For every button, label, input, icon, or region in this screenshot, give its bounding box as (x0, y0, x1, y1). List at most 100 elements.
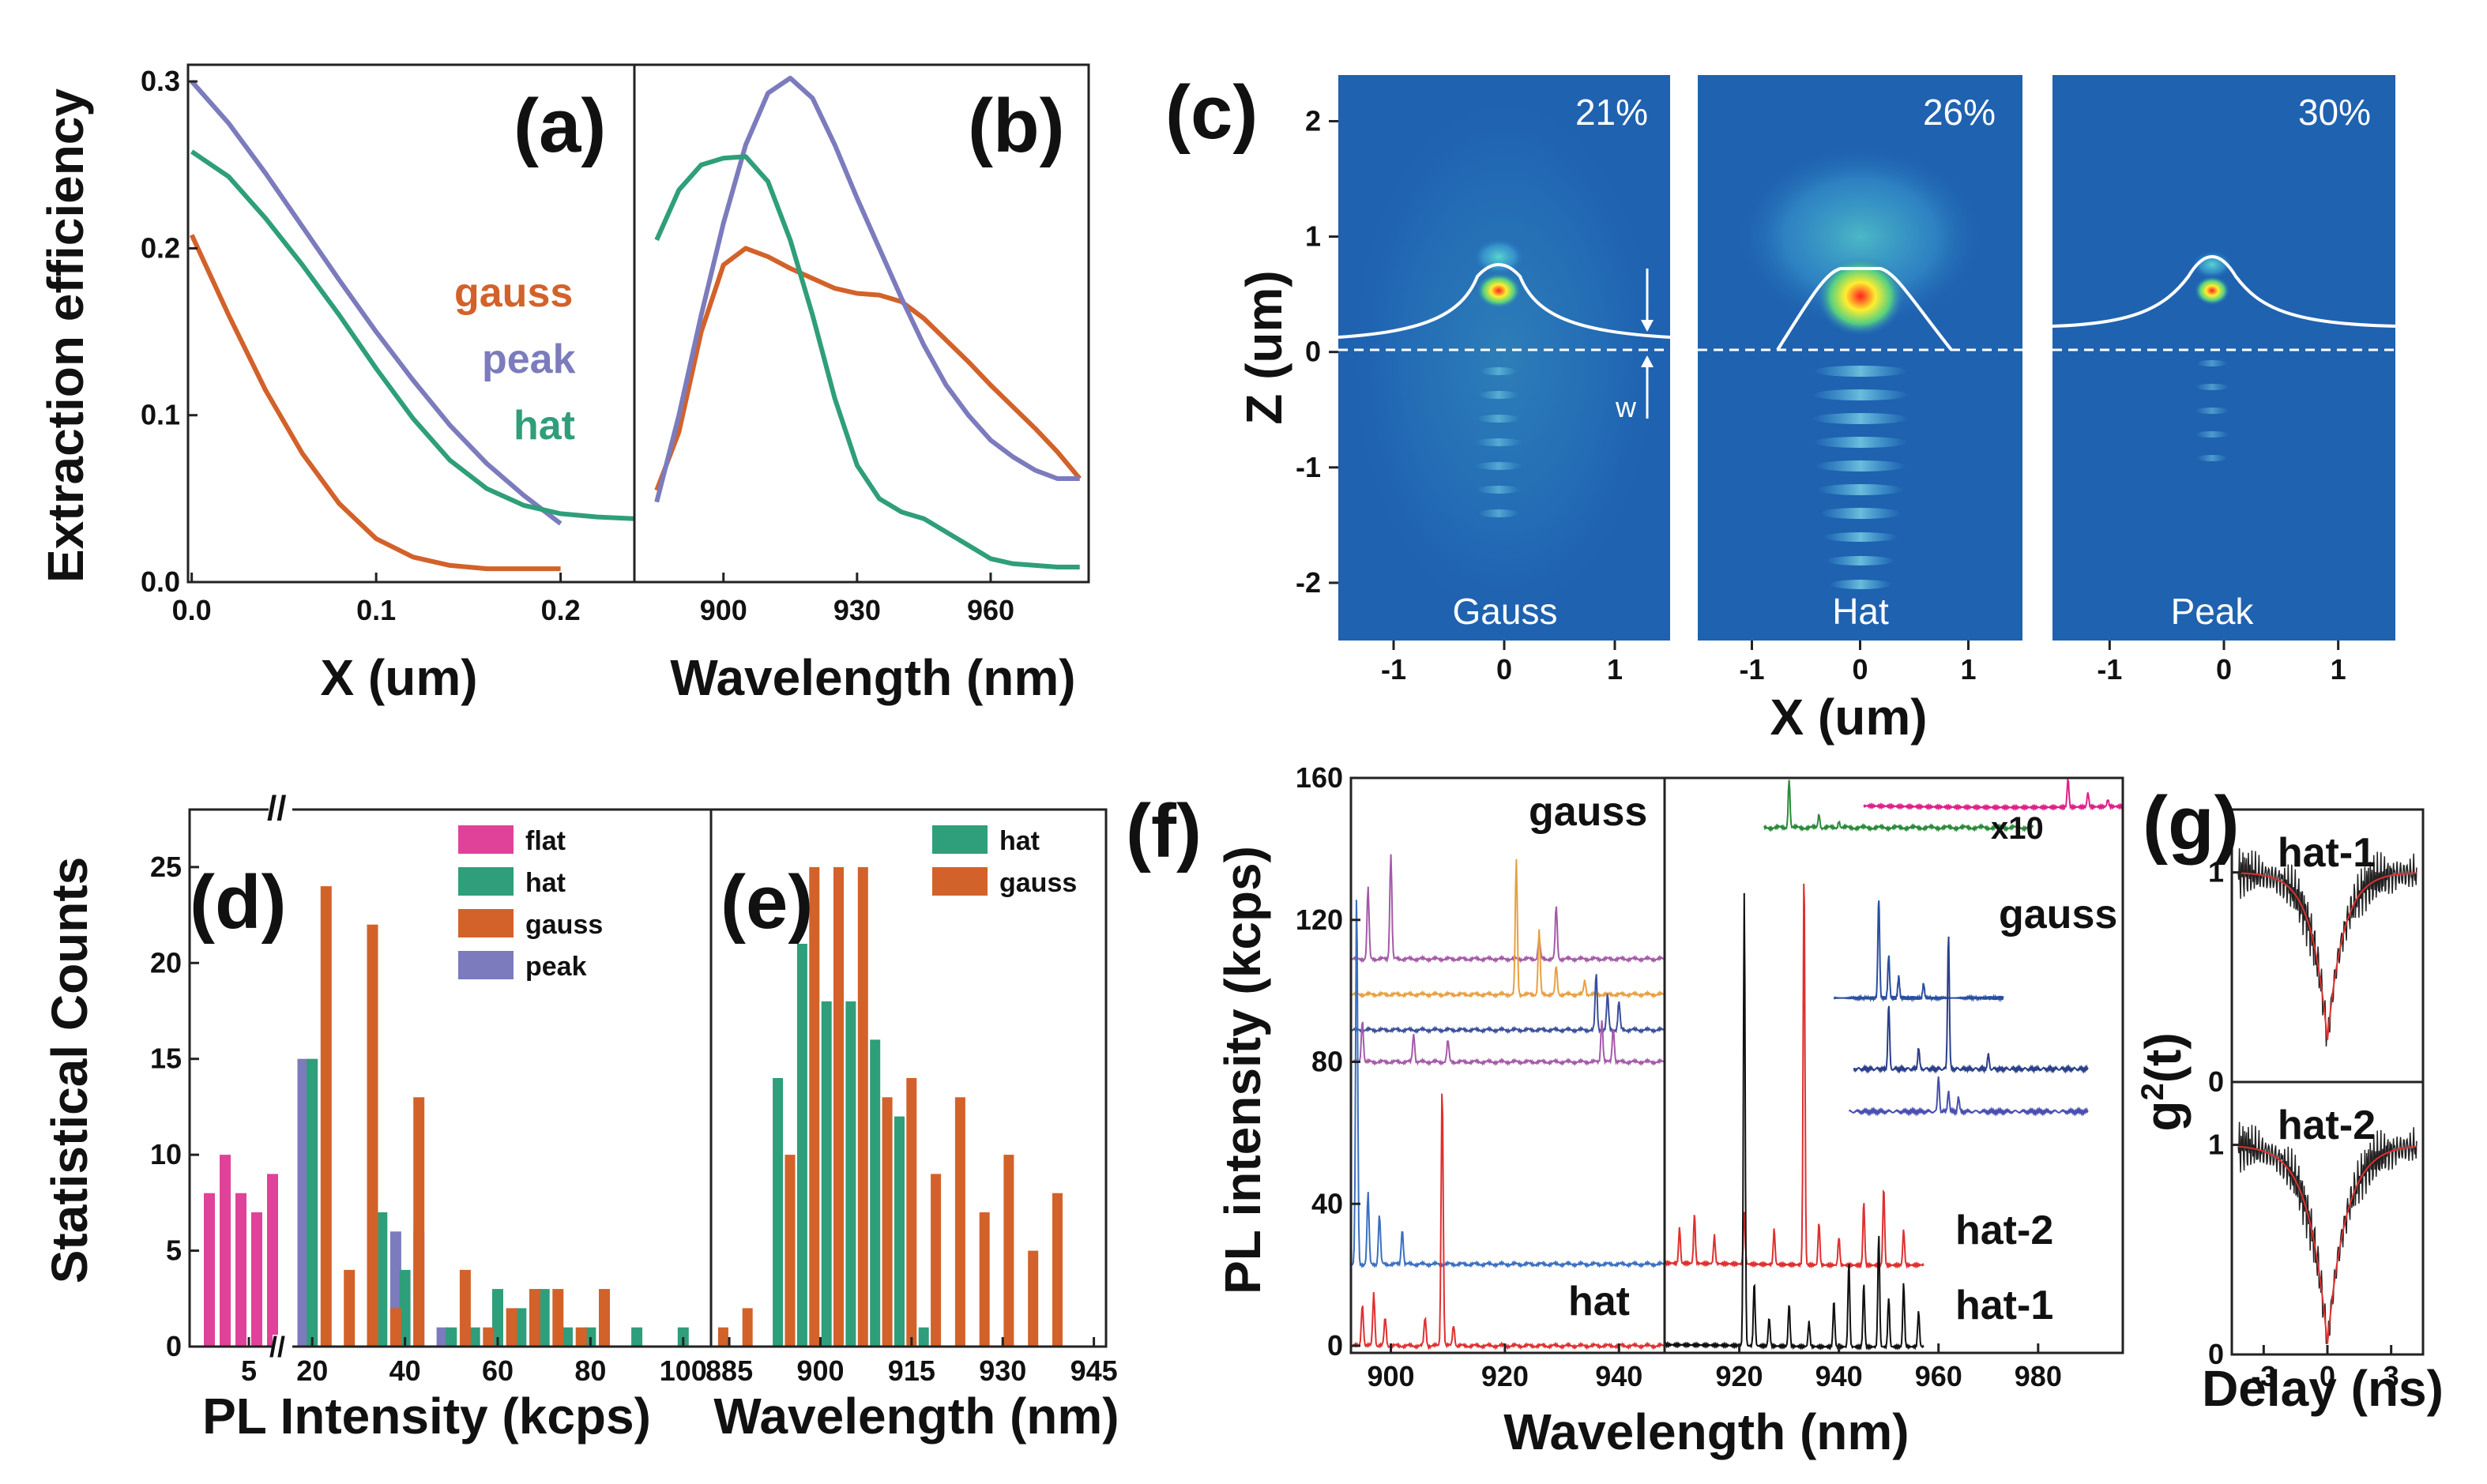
bar-e-gauss (857, 866, 868, 1347)
legend-gauss-e-swatch (932, 867, 988, 896)
map-gauss-hotspot (1477, 273, 1521, 308)
panel-a-ylabel: Extraction efficiency (37, 88, 94, 583)
bar-d-flat (251, 1212, 262, 1347)
map-peak-profile (2052, 255, 2396, 328)
axis-break-top: // (267, 789, 286, 828)
label-hat-2: hat-2 (1955, 1208, 2053, 1253)
map-hat-profile (1776, 267, 1953, 351)
bar-d-hat (631, 1327, 643, 1347)
d-ytick-label: 20 (150, 946, 182, 979)
trace-hat-blue (1350, 900, 1665, 1269)
map-gauss: w 21% Gauss (1338, 75, 1671, 641)
d-xtick-label: 40 (389, 1354, 421, 1387)
d-ytick-label: 15 (150, 1043, 182, 1075)
bar-e-hat (773, 1078, 784, 1347)
bar-e-hat (796, 944, 807, 1347)
map-gauss-name: Gauss (1453, 591, 1558, 632)
bar-e-gauss (742, 1308, 753, 1347)
map-peak-hotspot (2195, 276, 2229, 305)
g-xtick-label: -3 (2251, 1360, 2276, 1392)
bar-d-hat (515, 1308, 527, 1347)
e-xtick-label: 915 (888, 1354, 935, 1387)
c-xtick-label: 0 (1852, 653, 1868, 686)
axis-break-bottom: // (269, 1331, 285, 1363)
trace-gauss-4 (1350, 1020, 1665, 1067)
label-x10: x10 (1991, 811, 2044, 846)
bar-d-peak (436, 1327, 448, 1347)
a-xtick-label: 0.1 (356, 594, 396, 626)
c-ytick-label: -2 (1296, 566, 1321, 599)
bar-d-hat (538, 1289, 550, 1347)
bar-d-gauss (575, 1327, 587, 1347)
panel-f-label: (f) (1126, 789, 1202, 873)
panel-f: 0 40 80 120 160 900 920 940 920 940 960 980 (f) gau… (1126, 761, 2124, 1460)
a-ytick-label: 0.3 (141, 65, 180, 97)
panel-e-xlabel: Wavelength (nm) (713, 1388, 1119, 1445)
panel-f-ylabel: PL intensity (kcps) (1214, 846, 1271, 1294)
series-a-gauss (189, 234, 561, 572)
map-gauss-profile (1338, 263, 1671, 339)
d-xtick-label: 20 (296, 1354, 328, 1387)
legend-hat-swatch (458, 867, 514, 896)
f-ytick-label: 160 (1296, 761, 1343, 794)
w-label: w (1615, 391, 1637, 423)
panel-c: (c) Z (um) 210-1-2 w 2 (1165, 70, 2396, 746)
g-ytick-label: 0 (2208, 1338, 2224, 1370)
series-b-peak (654, 75, 1080, 503)
c-ytick-label: 0 (1305, 336, 1321, 368)
legend-peak: peak (482, 336, 576, 382)
d-ytick-label: 0 (166, 1330, 182, 1362)
panel-d: 0 5 10 15 20 25 5 20 40 60 80 100 // // (d) flat ha… (41, 789, 713, 1445)
bar-d-gauss (459, 1269, 471, 1347)
bar-d-gauss (320, 886, 332, 1347)
f-xtick-label: 920 (1716, 1360, 1763, 1392)
c-xtick-label: 1 (1607, 653, 1623, 686)
panel-c-xlabel: X (um) (1770, 689, 1927, 746)
f-ytick-label: 80 (1311, 1046, 1343, 1078)
bar-e-hat (845, 1001, 856, 1347)
f-xtick-label: 940 (1595, 1360, 1642, 1392)
label-hat-2-g: hat-2 (2278, 1103, 2376, 1148)
g-xtick-label: 0 (2320, 1360, 2335, 1392)
panel-d-xlabel: PL Intensity (kcps) (202, 1388, 651, 1445)
bar-d-peak (297, 1058, 309, 1347)
trace-hat-1 (1664, 892, 1925, 1351)
panel-c-label: (c) (1165, 70, 1258, 155)
bar-d-hat (307, 1058, 318, 1347)
legend-gauss-d: gauss (525, 910, 603, 940)
b-xtick-label: 900 (700, 594, 747, 626)
g-ytick-label: 1 (2208, 1129, 2224, 1161)
g-ytick-label: 1 (2208, 856, 2224, 889)
f-ytick-label: 40 (1311, 1187, 1343, 1219)
d-ytick-label: 25 (150, 851, 182, 883)
legend-gauss: gauss (454, 270, 573, 316)
panel-f-xlabel: Wavelength (nm) (1503, 1403, 1909, 1460)
trace-x10-green (1763, 780, 2034, 832)
map-peak-name: Peak (2171, 591, 2255, 632)
series-a-peak (190, 80, 562, 526)
trace-hat-2 (1664, 883, 1925, 1269)
c-xtick-label: 0 (1496, 653, 1512, 686)
bar-d-gauss (599, 1289, 610, 1347)
d-xtick-label: 100 (660, 1354, 707, 1387)
bar-e-hat (870, 1039, 881, 1347)
b-xtick-label: 930 (833, 594, 881, 626)
legend-flat: flat (525, 826, 566, 856)
c-ytick-label: 2 (1305, 104, 1321, 137)
map-hat-efficiency: 26% (1923, 92, 1996, 133)
bar-d-gauss (529, 1289, 540, 1347)
g-ytick-label: 0 (2208, 1065, 2224, 1098)
bar-e-gauss (1003, 1155, 1014, 1347)
axis-break-bottom-mask (273, 1335, 292, 1358)
bar-d-flat (220, 1155, 231, 1347)
g-xtick-label: 3 (2384, 1360, 2399, 1392)
legend-peak-swatch (458, 951, 514, 979)
c-xtick-label: -1 (1739, 653, 1764, 686)
bar-d-gauss (344, 1269, 356, 1347)
map-gauss-fringes (1475, 367, 1522, 517)
bar-d-hat (677, 1327, 689, 1347)
map-hat-fringes (1812, 366, 1909, 589)
panel-g-xlabel: Delay (ns) (2202, 1360, 2444, 1417)
map-peak-efficiency: 30% (2298, 92, 2371, 133)
map-gauss-haze (1338, 75, 1670, 641)
